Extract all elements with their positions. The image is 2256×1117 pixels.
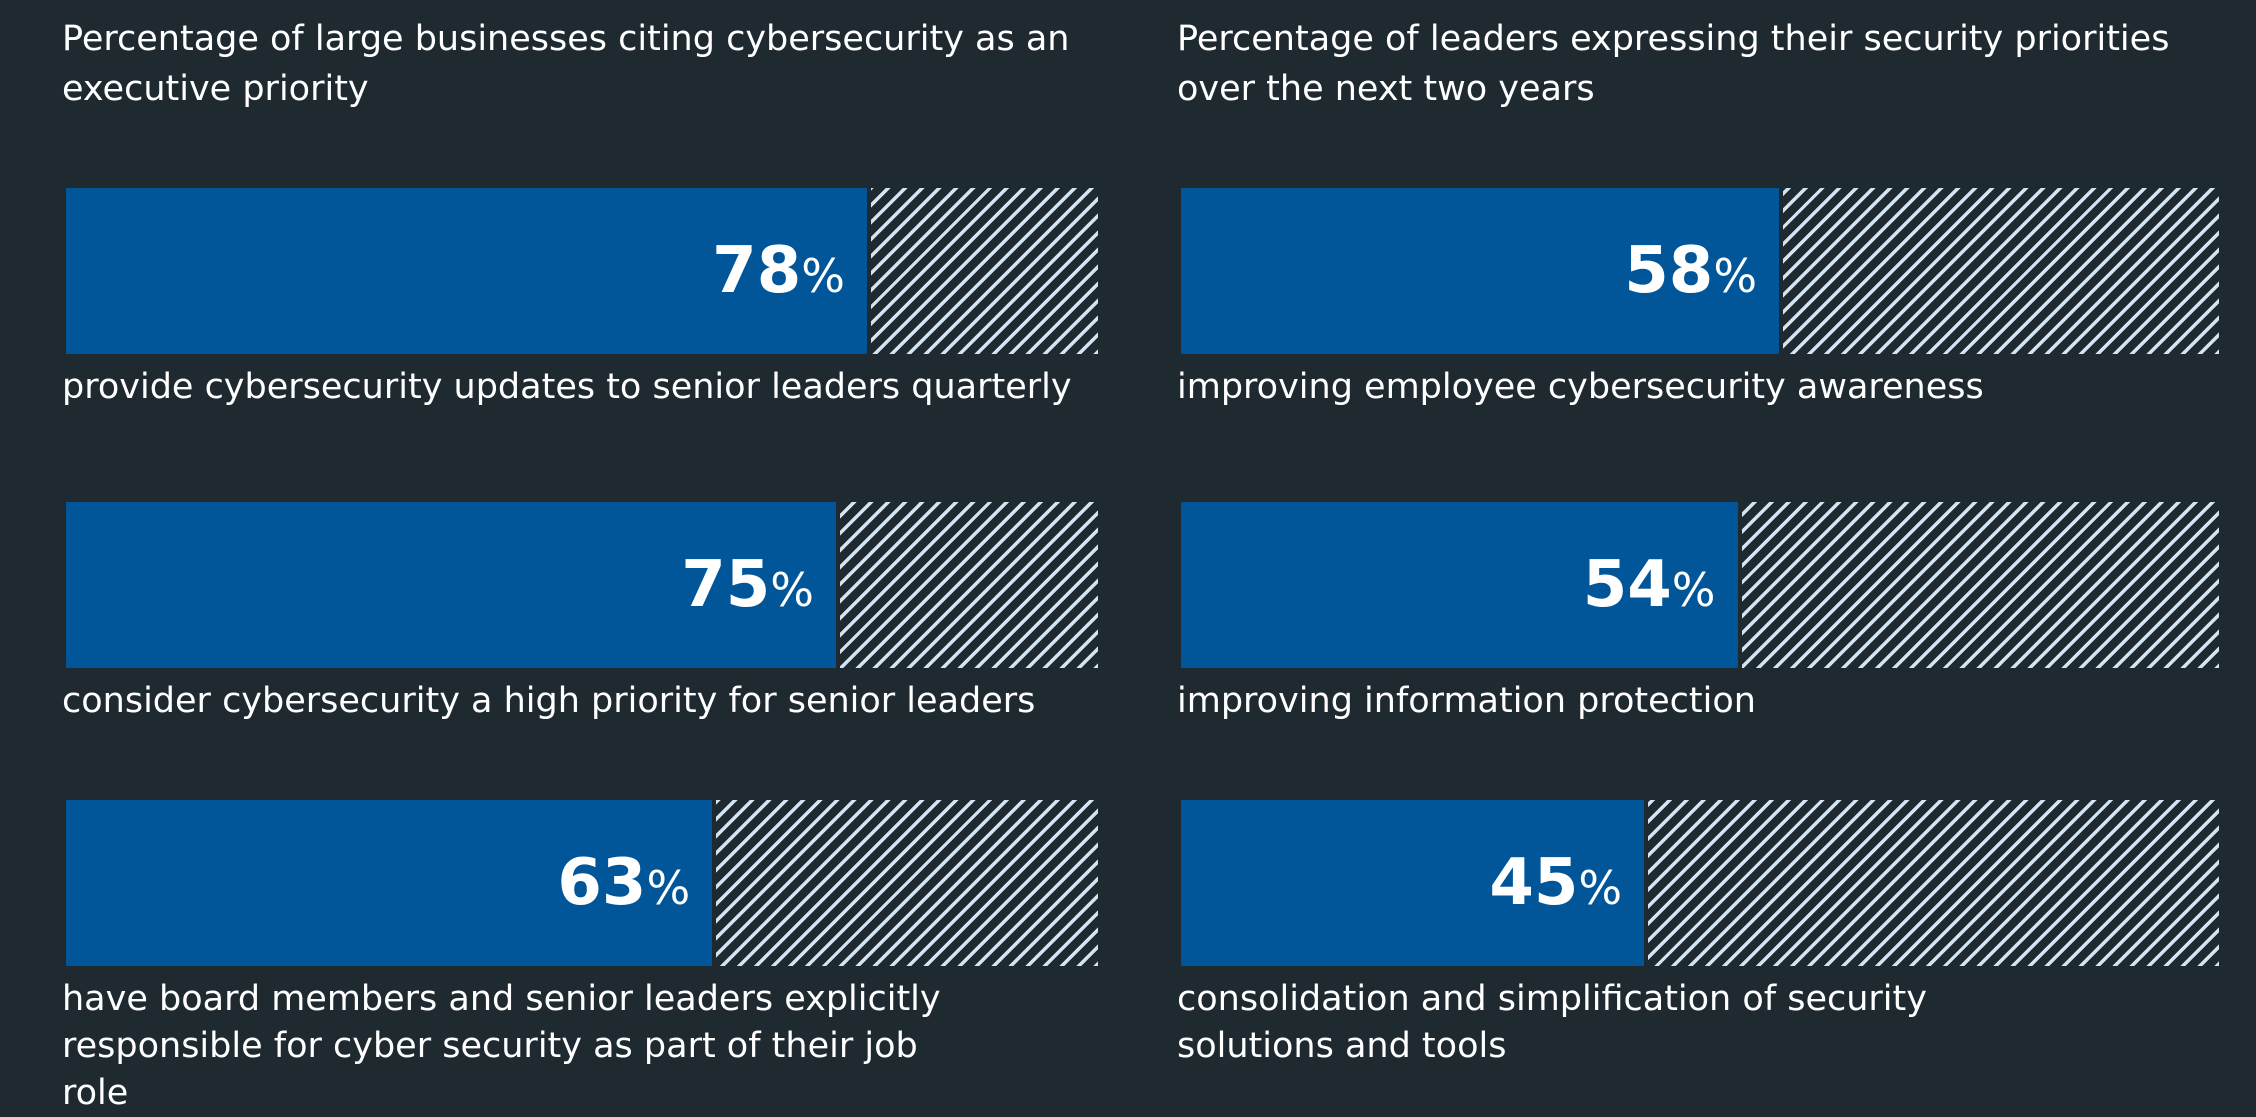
bar: 78% [66,188,871,354]
bar: 58% [1181,188,1784,354]
bar-item: 54% improving information protection [1177,502,2219,725]
bar-item: 58% improving employee cybersecurity awa… [1177,188,2219,411]
category-label: consider cybersecurity a high priority f… [62,681,1036,721]
category-label: consolidation and simplification of secu… [1177,979,1927,1066]
bar: 75% [66,502,840,668]
bar: 54% [1181,502,1742,668]
bar-item: 75% consider cybersecurity a high priori… [62,502,1098,725]
data-label-unit: % [1713,249,1758,303]
bar-track: 75% [66,502,1098,668]
data-label-unit: % [770,563,814,617]
chart-title: Percentage of leaders expressing their s… [1177,19,2170,109]
data-label-number: 45 [1489,846,1579,920]
bar-track: 58% [1181,188,2219,354]
bar-track: 63% [66,800,1098,966]
data-label-number: 78 [712,234,802,308]
data-label: 54% [1583,553,1716,617]
data-label: 63% [557,851,690,915]
bar: 45% [1181,800,1649,966]
category-label: have board members and senior leaders ex… [62,979,941,1113]
data-label-unit: % [1671,563,1716,617]
data-label: 58% [1624,239,1757,303]
bar-item: 78% provide cybersecurity updates to sen… [62,188,1098,411]
bar-item: 63% have board members and senior leader… [62,800,1098,1117]
bar-track: 45% [1181,800,2219,966]
chart-title: Percentage of large businesses citing cy… [62,19,1070,109]
bar-track: 78% [66,188,1098,354]
data-label-unit: % [646,861,691,915]
data-label-number: 58 [1624,234,1714,308]
data-label-unit: % [801,249,845,303]
bar: 63% [66,800,717,966]
bar-item: 45% consolidation and simplification of … [1177,800,2219,1070]
data-label: 75% [681,553,814,617]
category-label: improving information protection [1177,681,1756,721]
category-label: provide cybersecurity updates to senior … [62,367,1072,407]
data-label: 45% [1489,851,1622,915]
data-label-number: 75 [681,548,771,622]
data-label-number: 63 [557,846,647,920]
data-label: 78% [712,239,845,303]
data-label-number: 54 [1582,548,1672,622]
data-label-unit: % [1578,861,1623,915]
bar-track: 54% [1181,502,2219,668]
category-label: improving employee cybersecurity awarene… [1177,367,1984,407]
